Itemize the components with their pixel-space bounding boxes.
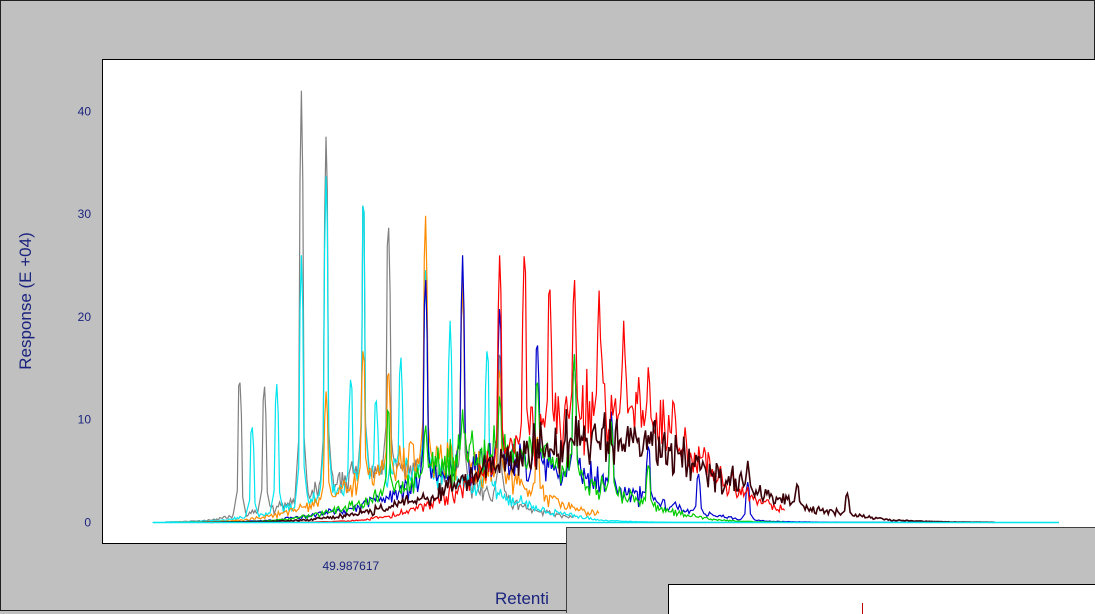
chromatogram-series-line bbox=[165, 176, 946, 524]
y-tick-label: 40 bbox=[78, 104, 92, 118]
x-tick-label: 49.987617 bbox=[322, 559, 379, 573]
y-tick-label: 10 bbox=[78, 413, 92, 427]
y-tick-label: 30 bbox=[78, 207, 92, 221]
y-tick-label: 0 bbox=[84, 515, 91, 529]
overlay-chart-window[interactable] bbox=[566, 527, 1095, 614]
overlay-peak-mark bbox=[862, 603, 863, 614]
x-axis-label: Retenti bbox=[495, 589, 549, 608]
y-tick-label: 20 bbox=[78, 310, 92, 324]
overlay-plot-area bbox=[668, 584, 1095, 614]
chromatogram-series-line bbox=[202, 409, 995, 524]
y-axis-label: Response (E +04) bbox=[16, 232, 35, 370]
chromatogram-series-line bbox=[177, 215, 600, 523]
